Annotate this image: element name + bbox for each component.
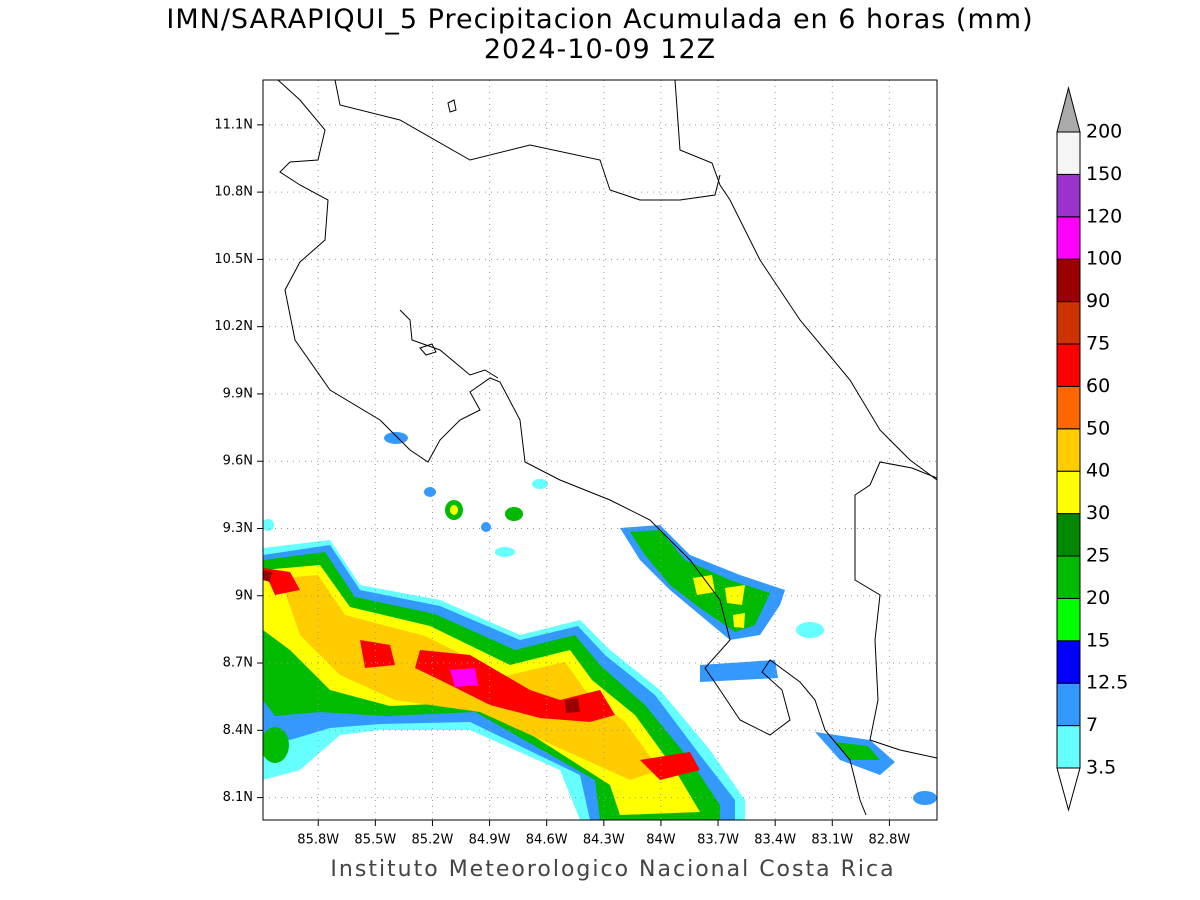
axes: 85.8W 85.5W 85.2W 84.9W 84.6W 84.3W 84W 83.7W 83… — [214, 117, 910, 847]
colorbar-box — [1056, 301, 1081, 345]
colorbar-label: 40 — [1086, 460, 1110, 482]
colorbar-box — [1056, 682, 1081, 727]
y-tick-label: 9.9N — [223, 386, 253, 401]
x-tick-label: 83.4W — [754, 833, 796, 848]
x-tick-label: 84.6W — [526, 833, 568, 848]
x-tick-label: 84W — [646, 833, 676, 848]
y-tick-label: 9.3N — [223, 521, 253, 536]
colorbar-box — [1056, 470, 1081, 515]
colorbar-label: 90 — [1086, 290, 1110, 312]
colorbar-box — [1056, 428, 1081, 472]
y-tick-label: 8.4N — [223, 723, 253, 738]
y-tick-label: 8.1N — [223, 790, 253, 805]
colorbar-box — [1056, 131, 1081, 175]
colorbar-label: 120 — [1086, 205, 1122, 227]
x-tick-label: 83.1W — [811, 833, 853, 848]
y-tick-label: 9N — [235, 588, 253, 603]
y-tick-label: 9.6N — [223, 454, 253, 469]
y-tick-label: 10.2N — [214, 319, 253, 334]
colorbar-box — [1056, 640, 1081, 684]
subtitle: 2024-10-09 12Z — [484, 34, 716, 65]
y-tick-label: 8.7N — [223, 656, 253, 671]
colorbar-box — [1056, 258, 1081, 303]
x-tick-label: 82.8W — [868, 833, 910, 848]
credit: Instituto Meteorologico Nacional Costa R… — [330, 857, 895, 882]
colorbar-label: 50 — [1086, 417, 1110, 439]
x-tick-label: 85.2W — [412, 833, 454, 848]
colorbar-box — [1056, 725, 1081, 769]
x-tick-label: 84.9W — [469, 833, 511, 848]
colorbar-label: 150 — [1086, 163, 1122, 185]
colorbar-label: 75 — [1086, 333, 1110, 355]
colorbar-label: 100 — [1086, 248, 1122, 270]
y-tick-label: 11.1N — [214, 117, 253, 132]
colorbar: 3.5 7 12.5 15 20 25 30 40 50 60 75 90 100 120 150 200 — [1056, 86, 1128, 812]
x-tick-label: 84.3W — [583, 833, 625, 848]
colorbar-box — [1056, 216, 1081, 260]
plot-frame — [262, 79, 938, 821]
y-tick-label: 10.5N — [214, 252, 253, 267]
band-south — [620, 525, 895, 775]
scattered-cells — [263, 432, 937, 805]
x-tick-label: 85.8W — [297, 833, 339, 848]
colorbar-label: 30 — [1086, 502, 1110, 524]
colorbar-box — [1056, 343, 1081, 387]
colorbar-label: 60 — [1086, 375, 1110, 397]
colorbar-label: 3.5 — [1086, 757, 1116, 779]
colorbar-label: 20 — [1086, 587, 1110, 609]
colorbar-label: 12.5 — [1086, 672, 1128, 694]
colorbar-box — [1056, 597, 1081, 642]
colorbar-label: 25 — [1086, 545, 1110, 567]
coastlines — [277, 80, 937, 816]
plot-area — [263, 80, 937, 820]
colorbar-box — [1056, 385, 1081, 430]
colorbar-box — [1056, 555, 1081, 599]
colorbar-box — [1056, 173, 1081, 218]
colorbar-label: 200 — [1086, 121, 1122, 143]
precipitation-field — [263, 432, 937, 820]
title: IMN/SARAPIQUI_5 Precipitacion Acumulada … — [166, 4, 1033, 35]
grid — [263, 80, 937, 820]
colorbar-label: 7 — [1086, 714, 1098, 736]
x-tick-label: 85.5W — [354, 833, 396, 848]
colorbar-box — [1056, 513, 1081, 557]
colorbar-label: 15 — [1086, 629, 1110, 651]
colorbar-over — [1056, 86, 1081, 133]
y-tick-label: 10.8N — [214, 185, 253, 200]
x-tick-label: 83.7W — [697, 833, 739, 848]
colorbar-under — [1056, 767, 1081, 812]
